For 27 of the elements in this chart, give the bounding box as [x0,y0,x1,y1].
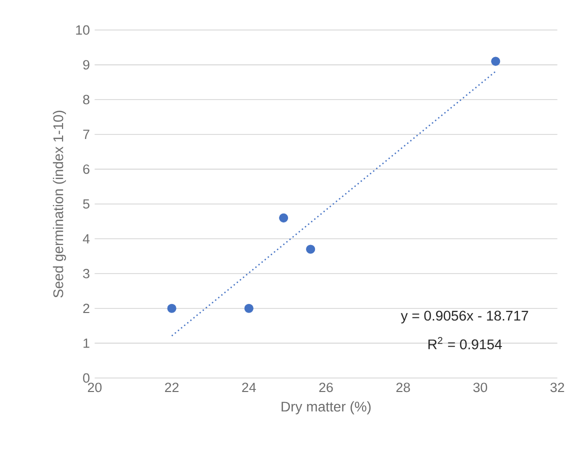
x-tick-label: 30 [473,382,488,392]
y-tick-label: 5 [83,199,90,209]
point [167,304,176,313]
x-tick-label: 20 [88,382,102,392]
point [279,213,288,222]
y-tick-label: 7 [83,130,90,139]
y-tick-label: 4 [82,234,90,244]
y-tick-label: 3 [83,268,90,278]
x-tick-label: 26 [319,382,333,392]
y-tick-label: 2 [83,304,90,314]
y-tick-label: 9 [83,60,90,70]
y-tick-label: 0 [83,373,90,383]
annotation: R$^{2}$ = 0.9154 [428,337,502,350]
y-tick-label: 6 [83,164,90,174]
point [491,56,500,66]
point [306,244,316,254]
x-tick-label: 24 [242,382,256,392]
annotation: y = 0.9056x - 18.717 [400,310,528,324]
y-tick-label: 10 [76,25,90,35]
y-tick-label: 8 [83,94,90,104]
point [244,304,254,313]
x-tick-label: 32 [550,382,564,392]
x-tick-label: 28 [396,382,410,392]
x-axis-title: Dry matter (%) [282,401,371,414]
x-tick-label: 22 [165,382,179,392]
y-axis-title: Seed germination (index 1-10) [52,110,66,298]
y-tick-label: 1 [84,338,90,348]
